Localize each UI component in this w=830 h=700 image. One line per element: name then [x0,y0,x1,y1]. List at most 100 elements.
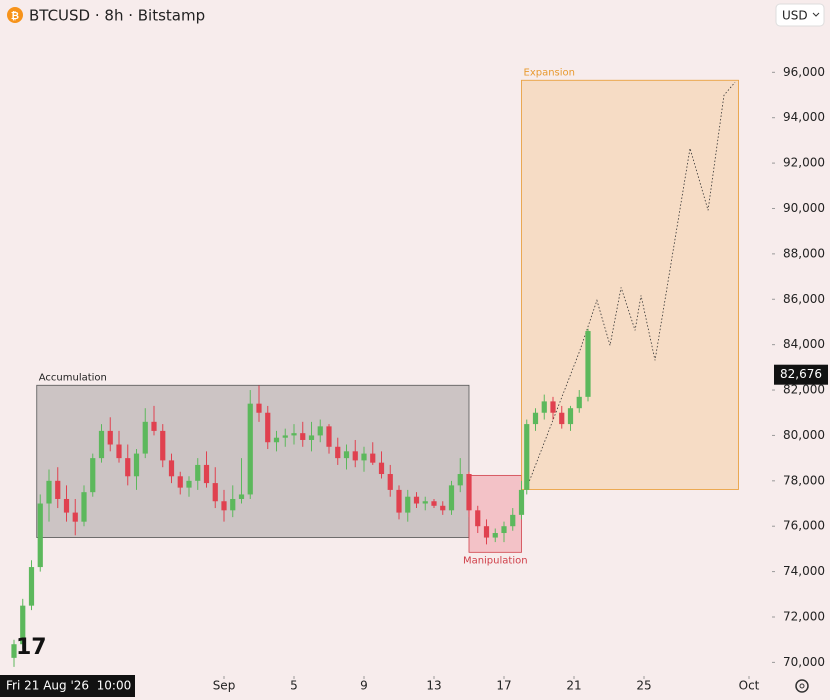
candle-body [37,503,43,568]
candle-body [431,501,437,506]
y-tick-label: 76,000 [783,519,825,533]
candle-body [55,480,61,499]
y-tick-label: 86,000 [783,292,825,306]
candle-body [361,453,367,461]
y-tick-label: 94,000 [783,110,825,124]
y-tick-label: 96,000 [783,65,825,79]
candle-body [326,426,332,447]
candle-body [11,644,17,658]
y-tick-label: 90,000 [783,201,825,215]
candle-body [440,505,446,511]
candle-body [550,401,556,413]
y-tick-label: 82,000 [783,383,825,397]
candle-body [177,476,183,488]
zone-label: Expansion [524,67,576,78]
x-tick-label: 17 [496,679,511,693]
x-tick-label: 9 [360,679,368,693]
candle-body [483,526,490,538]
candle-body [125,458,131,477]
candle-body [221,501,227,511]
projection-line [526,82,736,488]
x-tick-label: Sep [213,679,236,693]
x-tick-label: 5 [290,679,298,693]
candle-body [457,474,463,486]
candle-body [230,498,236,511]
candle-body [501,526,507,534]
candle-body [265,412,271,443]
candle-body [273,437,280,443]
candle-body [186,480,192,488]
candle-body [585,331,591,397]
x-tick-label: 13 [426,679,441,693]
candle-body [142,421,148,454]
y-tick-label: 78,000 [783,473,825,487]
candle-body [343,451,350,459]
candle-body [72,512,78,522]
candle-body [317,426,323,436]
x-tick-label: 21 [566,679,581,693]
candle-body [466,474,472,511]
candle-body [576,396,582,409]
candle-body [510,514,516,527]
y-tick-label: 88,000 [783,246,825,260]
candle-body [238,494,245,499]
currency-label[interactable]: USD [782,9,808,23]
candle-body [387,474,393,490]
zone-label: Manipulation [463,555,528,566]
candle-body [151,421,157,431]
candle-body [81,492,87,522]
candle-body [475,510,481,527]
candle-body [378,462,385,475]
x-tick-label: Oct [739,679,760,693]
candle-body [291,433,297,436]
crosshair-box [0,675,135,697]
candle-body [567,408,574,425]
settings-icon[interactable] [795,679,809,693]
candle-body [203,464,210,484]
candle-body [116,444,122,459]
currency-caret [812,12,820,17]
zone-label: Accumulation [39,372,107,383]
y-tick-label: 70,000 [783,655,825,669]
candle-body [195,464,201,481]
plot-area: Accumulation Manipulation Expansion 70,000 7… [0,65,828,697]
candle-body [28,567,35,606]
candle-body [541,401,547,413]
candle-body [448,485,455,511]
candle-body [20,605,26,645]
y-tick-label: 74,000 [783,564,825,578]
y-tick-label: 84,000 [783,337,825,351]
y-tick-label: 92,000 [783,156,825,170]
y-tick-label: 72,000 [783,609,825,623]
currency-button[interactable] [775,3,825,27]
coin-icon [7,7,23,23]
x-tick-label: 25 [636,679,651,693]
candle-body [107,430,113,445]
candle-body [308,435,315,440]
settings-icon-center [799,683,805,689]
symbol-title: BTCUSD · 8h · Bitstamp [29,7,205,25]
candle-body [492,533,498,538]
candle-body [98,430,105,459]
candle-body [247,403,253,495]
candle-body [256,403,262,413]
candle-body [405,496,411,513]
coin-glyph: ₿ [11,10,19,22]
last-price-label: 82,676 [780,367,822,381]
candle-body [396,489,402,513]
candle-body [160,430,166,461]
candle-body [90,458,96,493]
candle-body [300,433,306,440]
candle-body [212,483,218,502]
candle-body [518,489,525,515]
candle-body [559,412,565,425]
candle-body [524,424,530,490]
candle-body [352,451,358,461]
y-tick-label: 80,000 [783,428,825,442]
last-price-box [774,364,828,385]
zone-box [521,79,739,490]
candle-body [63,498,70,513]
candle-body [168,460,175,477]
